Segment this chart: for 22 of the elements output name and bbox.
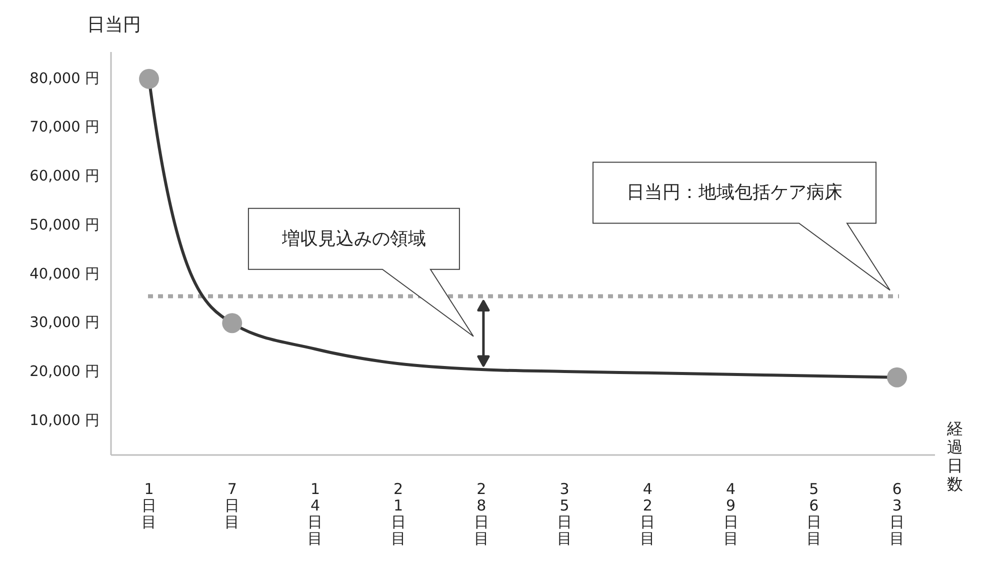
x-tick-label: 63日目 bbox=[890, 480, 904, 548]
x-tick-label: 7日目 bbox=[224, 480, 240, 531]
y-tick-label: 40,000 円 bbox=[30, 266, 100, 282]
y-tick-label: 80,000 円 bbox=[30, 70, 100, 87]
annotation: 増収見込みの領域 bbox=[280, 228, 426, 250]
y-tick-label: 50,000 円 bbox=[30, 217, 100, 234]
x-tick-label: 49日目 bbox=[723, 480, 738, 548]
x-tick-label: 1日目 bbox=[142, 480, 156, 531]
y-tick-label: 70,000 円 bbox=[30, 120, 100, 136]
y-tick-label: 20,000 円 bbox=[30, 364, 100, 380]
x-tick-label: 42日目 bbox=[640, 480, 656, 548]
y-tick-label: 30,000 円 bbox=[30, 315, 100, 332]
x-tick-label: 14日目 bbox=[308, 480, 323, 548]
y-tick-label: 60,000 円 bbox=[30, 168, 100, 185]
y-axis-title: 日当円 bbox=[87, 14, 141, 36]
y-tick-label: 10,000 円 bbox=[30, 412, 100, 429]
x-tick-label: 35日目 bbox=[557, 480, 572, 548]
x-axis-title: 経過日数 bbox=[946, 418, 963, 493]
x-tick-label: 56日目 bbox=[806, 480, 822, 548]
x-tick-label: 21日目 bbox=[390, 480, 406, 548]
annotation: 日当円：地域包括ケア病床 bbox=[626, 182, 842, 204]
x-tick-label: 28日目 bbox=[474, 480, 489, 548]
